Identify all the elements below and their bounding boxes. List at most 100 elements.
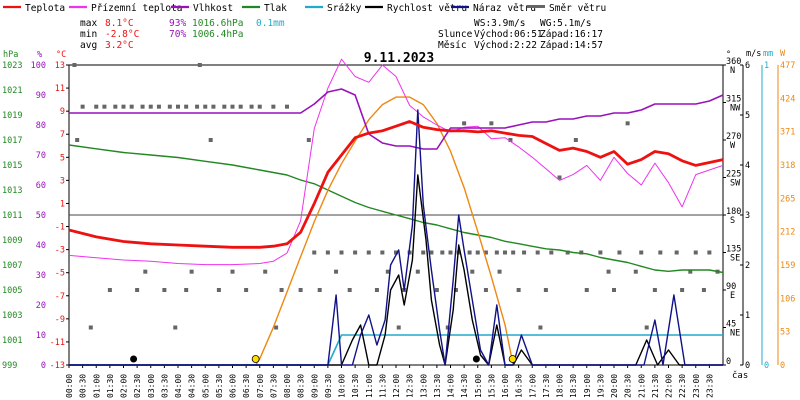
wind-direction-point	[347, 288, 352, 292]
humidity-tick-label: 80	[36, 121, 46, 131]
wind-speed-tick-label: 5	[745, 111, 750, 121]
wind-direction-point	[274, 325, 279, 330]
humidity-tick-label: 0	[41, 361, 46, 371]
wind-direction-point	[334, 269, 339, 274]
humidity-tick-label: 30	[36, 271, 46, 281]
stats-panel: max 8.1°C 93% 1016.6hPa 0.1mm min -2.8°C…	[80, 18, 603, 51]
direction-tick-label: 90	[726, 282, 736, 292]
wind-direction-point	[579, 250, 584, 255]
x-tick-label: 10:00	[338, 374, 347, 398]
wind-speed-axis-unit: m/s	[746, 49, 761, 59]
x-tick-label: 02:30	[133, 374, 142, 398]
pressure-tick-label: 1009	[2, 236, 22, 246]
pressure-tick-label: 1015	[2, 161, 22, 171]
x-tick-label: 09:30	[324, 374, 333, 398]
series-rychlost-v-tru-line	[69, 174, 723, 366]
direction-tick-label: 0	[726, 357, 731, 367]
wind-direction-point	[625, 121, 630, 126]
pressure-tick-label: 1017	[2, 136, 22, 146]
rain-axis-unit: mm	[763, 49, 773, 59]
direction-compass-label: NE	[730, 329, 740, 339]
pressure-axis-unit: hPa	[3, 50, 18, 60]
humidity-tick-label: 50	[36, 211, 46, 221]
humidity-tick-label: 90	[36, 91, 46, 101]
wind-direction-point	[497, 269, 502, 274]
direction-compass-label: SW	[730, 179, 741, 189]
wind-direction-point	[129, 104, 134, 109]
x-tick-label: 11:00	[365, 374, 374, 398]
series-sr-ky-line	[69, 334, 723, 366]
stats-max-rain: 0.1mm	[256, 18, 285, 29]
x-tick-label: 23:30	[705, 374, 714, 398]
wind-direction-point	[565, 250, 570, 255]
stats-min-pres: 1006.4hPa	[192, 29, 243, 40]
wind-direction-point	[197, 63, 202, 67]
radiation-axis-unit: W	[780, 49, 786, 59]
temp-tick-label: 5	[60, 153, 65, 163]
x-tick-label: 17:00	[528, 374, 537, 398]
direction-tick-label: 360	[726, 57, 741, 67]
series-n-raz-v-tru-line	[69, 109, 723, 366]
wind-speed-tick-label: 4	[745, 161, 750, 171]
legend-label: Náraz větru	[473, 3, 536, 14]
legend-label: Tlak	[264, 3, 287, 14]
x-tick-label: 15:30	[487, 374, 496, 398]
wind-direction-point	[701, 288, 706, 292]
wind-speed-tick-label: 0	[745, 361, 750, 371]
wind-direction-point	[470, 269, 475, 274]
wind-direction-point	[429, 250, 434, 255]
humidity-axis-unit: %	[37, 50, 42, 60]
legend: Teplota Přízemní teplota Vlhkost Tlak Srážky…	[3, 3, 606, 14]
x-tick-label: 22:30	[678, 374, 687, 398]
wind-direction-point	[312, 250, 317, 255]
wind-direction-point	[494, 250, 499, 255]
x-tick-label: 03:30	[160, 374, 169, 398]
x-tick-label: 00:00	[65, 374, 74, 398]
x-tick-label: 01:00	[92, 374, 101, 398]
wind-direction-point	[453, 288, 458, 292]
pressure-tick-label: 1021	[2, 86, 22, 96]
wind-direction-point	[140, 104, 145, 109]
series-p-zemn-teplota-line	[68, 58, 724, 266]
humidity-tick-label: 40	[36, 241, 46, 251]
legend-label: Směr větru	[549, 3, 606, 14]
x-tick-label: 10:30	[351, 374, 360, 398]
wind-direction-point	[285, 104, 289, 109]
wind-direction-point	[306, 138, 311, 142]
wind-direction-point	[279, 288, 284, 292]
wind-direction-point	[475, 250, 480, 255]
stats-max-hum: 93%	[169, 18, 186, 29]
x-tick-label: 16:30	[515, 374, 524, 398]
wind-direction-point	[688, 269, 693, 274]
x-tick-label: 07:00	[256, 374, 265, 398]
stats-min-hum: 70%	[169, 29, 186, 40]
legend-label: Srážky	[327, 3, 362, 14]
wind-direction-point	[394, 250, 398, 255]
wind-speed-tick-label: 3	[745, 211, 750, 221]
radiation-tick-label: 159	[780, 261, 795, 271]
wind-direction-point	[211, 104, 216, 109]
moon-marker	[472, 355, 480, 363]
wind-direction-point	[121, 104, 126, 109]
legend-label: Vlhkost	[193, 3, 233, 14]
wind-direction-point	[538, 325, 543, 330]
wind-direction-point	[257, 104, 262, 109]
pressure-tick-label: 1003	[2, 311, 22, 321]
wind-direction-point	[606, 269, 611, 274]
x-tick-label: 02:00	[120, 374, 129, 398]
stats-ws: WS:3.9m/s	[474, 18, 525, 29]
wind-direction-point	[652, 288, 657, 292]
pressure-tick-label: 1023	[2, 61, 22, 71]
direction-tick-label: 180	[726, 207, 741, 217]
pressure-tick-label: 1007	[2, 261, 22, 271]
wind-direction-point	[244, 288, 249, 292]
x-tick-label: 06:30	[242, 374, 251, 398]
temp-tick-label: -9	[55, 315, 65, 325]
wind-direction-point	[222, 104, 227, 109]
stats-sunset: Západ:16:17	[540, 29, 603, 40]
series-teplota-line	[68, 120, 724, 249]
x-tick-label: 04:30	[188, 374, 197, 398]
wind-direction-point	[374, 288, 379, 292]
wind-direction-point	[557, 175, 562, 180]
